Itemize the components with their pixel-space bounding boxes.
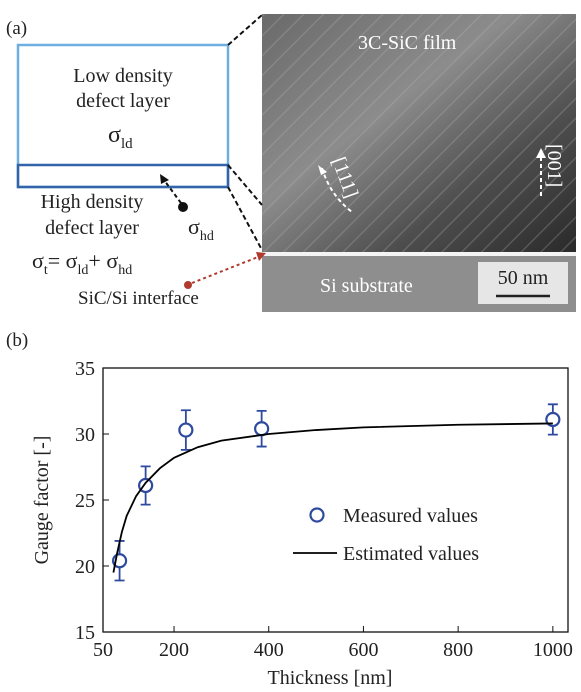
y-tick-label: 25 bbox=[75, 490, 95, 512]
y-tick-label: 20 bbox=[75, 556, 95, 578]
legend-label: Measured values bbox=[343, 505, 478, 527]
y-axis-label: Gauge factor [-] bbox=[31, 436, 53, 565]
film-label: 3C-SiC film bbox=[358, 32, 457, 54]
equation: σt= σld+ σhd bbox=[32, 248, 132, 278]
sigma-ld: σld bbox=[108, 122, 133, 152]
fit-line bbox=[112, 422, 553, 573]
point bbox=[254, 421, 270, 437]
arrow bbox=[191, 256, 259, 284]
subscript: ld bbox=[78, 263, 89, 278]
x-tick-label: 600 bbox=[348, 639, 378, 661]
arrow bbox=[321, 167, 353, 213]
arrow-head bbox=[256, 252, 266, 261]
panel-label: (a) bbox=[6, 18, 27, 39]
high-layer-line: defect layer bbox=[45, 217, 139, 239]
point bbox=[178, 422, 194, 438]
operator: + σ bbox=[88, 248, 118, 273]
direction-label: [001] bbox=[543, 144, 565, 187]
low-layer-line: Low density bbox=[73, 65, 172, 87]
symbol: σ bbox=[108, 122, 121, 148]
panel-label: (b) bbox=[6, 330, 28, 351]
arrow bbox=[163, 179, 182, 204]
operator: = σ bbox=[48, 248, 78, 273]
dot bbox=[184, 281, 192, 289]
high-layer-box bbox=[16, 163, 230, 189]
subscript: ld bbox=[121, 136, 133, 152]
connector bbox=[227, 164, 263, 206]
low-layer-line: defect layer bbox=[76, 90, 170, 112]
high-layer-line: High density bbox=[41, 191, 144, 213]
subscript: hd bbox=[118, 263, 132, 278]
x-tick-label: 400 bbox=[254, 639, 284, 661]
legend-label: Estimated values bbox=[343, 543, 479, 565]
plot-frame bbox=[102, 367, 569, 633]
x-axis-label: Thickness [nm] bbox=[268, 667, 393, 689]
y-tick-label: 35 bbox=[75, 358, 95, 380]
subscript: hd bbox=[200, 229, 214, 244]
arrow-head bbox=[536, 148, 546, 158]
connector bbox=[227, 14, 263, 46]
x-tick-label: 800 bbox=[443, 639, 473, 661]
y-tick-label: 30 bbox=[75, 424, 95, 446]
arrow-head bbox=[318, 165, 327, 175]
symbol: σ bbox=[32, 248, 44, 273]
x-tick-label: 1000 bbox=[533, 639, 573, 661]
y-tick-label: 15 bbox=[75, 622, 95, 644]
symbol: σ bbox=[188, 214, 200, 239]
arrow-head bbox=[160, 174, 169, 184]
interface-label: SiC/Si interface bbox=[78, 288, 199, 309]
connector bbox=[227, 186, 263, 251]
legend-marker bbox=[309, 507, 325, 523]
dot bbox=[178, 202, 188, 212]
scale-bar-label: 50 nm bbox=[498, 267, 549, 289]
x-tick-label: 50 bbox=[93, 639, 113, 661]
substrate-label: Si substrate bbox=[320, 275, 413, 297]
subscript: t bbox=[44, 263, 48, 278]
tem-texture bbox=[262, 14, 576, 252]
interface-line bbox=[262, 252, 576, 256]
sigma-hd: σhd bbox=[188, 214, 214, 244]
x-tick-label: 200 bbox=[159, 639, 189, 661]
